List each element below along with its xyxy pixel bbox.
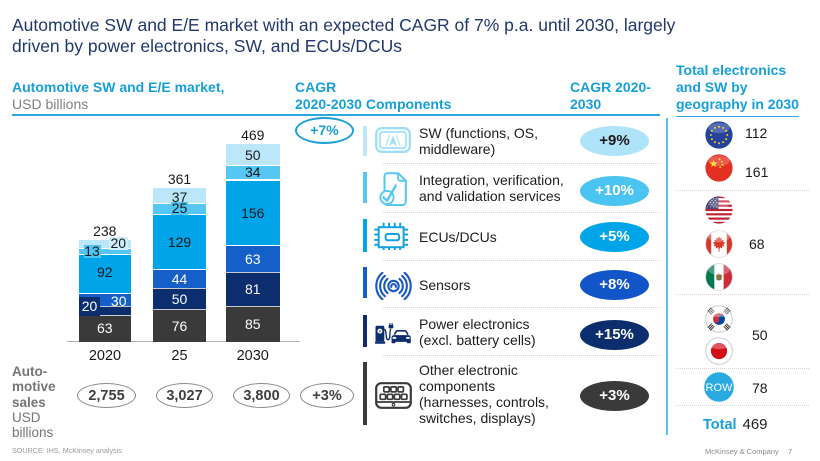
svg-text:ROW: ROW [706, 382, 734, 394]
